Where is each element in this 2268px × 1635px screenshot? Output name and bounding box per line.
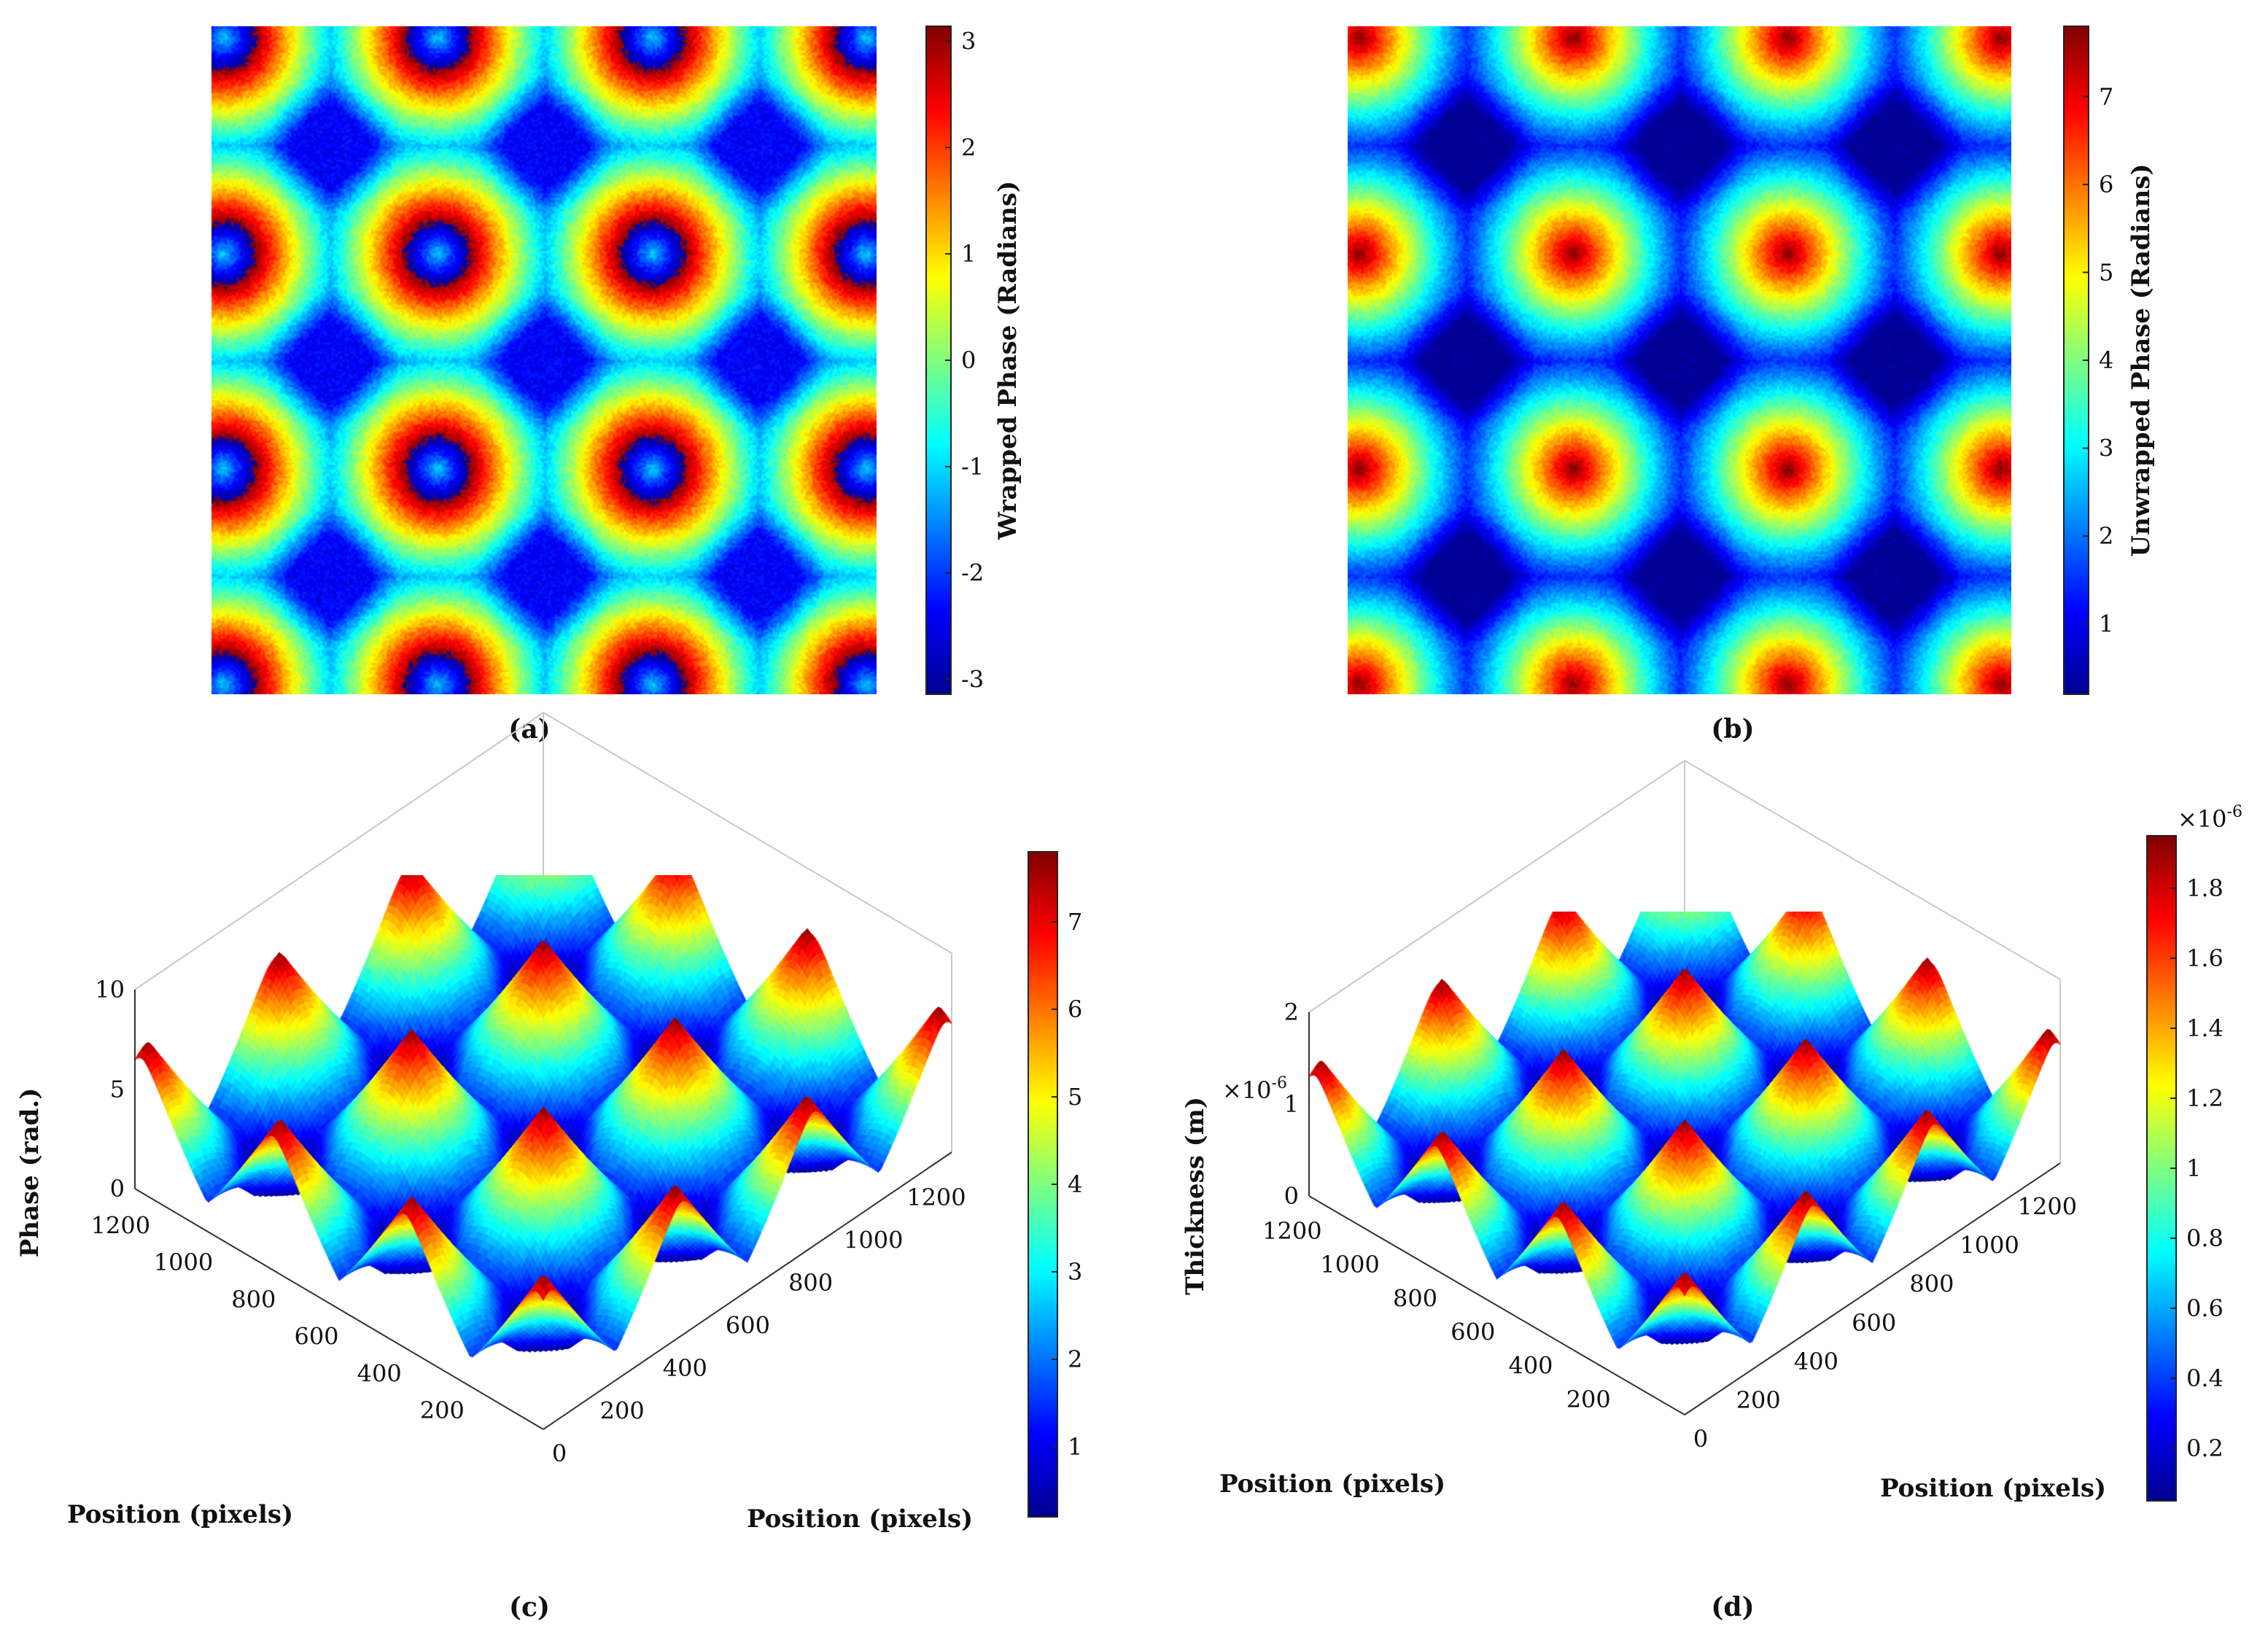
colorbar-a-tick-label: 2 — [961, 133, 976, 161]
surface-c-z-tick-label: 10 — [95, 976, 125, 1003]
colorbar-ticks-b: 7 6 5 4 3 2 1 — [2083, 82, 2113, 638]
zlabel-d: Thickness (m) — [1181, 1097, 1210, 1295]
colorbar-b-tick-label: 7 — [2099, 82, 2113, 110]
colorbar-label-b: Unwrapped Phase (Radians) — [2127, 163, 2156, 556]
surface-c-y-tick-label: 1000 — [154, 1248, 213, 1276]
surface-d-x-tick-label: 1200 — [2018, 1193, 2077, 1221]
colorbar-a-tick-label: 0 — [961, 346, 976, 374]
surface-c-x-tick-label: 0 — [552, 1440, 567, 1467]
axis-ticks-c: 0200400600800100012002004006008001000120… — [91, 976, 966, 1467]
colorbar-b-tick-label: 4 — [2099, 346, 2113, 374]
surface-d-y-axis-line — [1308, 1195, 1685, 1415]
panel-b: 7 6 5 4 3 2 1 Unwrapped Phase (Radians) (b) — [1348, 26, 2156, 745]
colorbar-b-tick-label: 2 — [2099, 522, 2113, 550]
surface-c-y-tick-label: 600 — [294, 1323, 338, 1351]
surface-d-x-tick-label: 1000 — [1960, 1232, 2019, 1259]
surface-d-x-tick-label: 600 — [1852, 1309, 1896, 1337]
surface-c-x-tick-label: 400 — [663, 1354, 707, 1382]
colorbar-d-tick-label: 1.8 — [2186, 874, 2224, 902]
surface-d — [1305, 912, 2064, 1437]
colorbar-d-tick-label: 0.6 — [2186, 1294, 2224, 1322]
colorbar-a-tick-label: -2 — [961, 559, 984, 587]
colorbar-d-tick-label: 1.4 — [2186, 1014, 2224, 1042]
colorbar-a-tick-label: -3 — [961, 666, 984, 694]
colorbar-label-a: Wrapped Phase (Radians) — [993, 181, 1022, 540]
surface-c-x-tick-label: 200 — [600, 1397, 645, 1425]
colorbar-d-tick-label: 1 — [2186, 1154, 2201, 1182]
surface-d-y-tick-label: 1000 — [1320, 1251, 1379, 1278]
surface-c-x-tick-label: 1200 — [906, 1184, 966, 1211]
zlabel-c: Phase (rad.) — [15, 1088, 44, 1258]
surface-c — [131, 875, 955, 1459]
colorbar-c-tick-label: 1 — [1068, 1433, 1082, 1461]
colorbar-c-tick-label: 4 — [1068, 1170, 1082, 1198]
surface-d-y-tick-label: 200 — [1566, 1386, 1611, 1413]
surface-c-y-tick-label: 200 — [420, 1397, 465, 1424]
ylabel-d: Position (pixels) — [1219, 1469, 1445, 1499]
axis-ticks-d: 0200400600800100012002004006008001000120… — [1262, 998, 2077, 1453]
surface-c-x-tick-label: 800 — [788, 1269, 833, 1297]
colorbar-d-tick-label: 1.6 — [2186, 944, 2224, 972]
colorbar-c-tick-label: 2 — [1068, 1345, 1082, 1373]
caption-d: (d) — [1711, 1592, 1754, 1623]
surface-c-y-tick-label: 800 — [231, 1286, 276, 1313]
colorbar-c-tick-label: 5 — [1068, 1083, 1082, 1111]
surface-d-y-tick-label: 600 — [1450, 1319, 1495, 1346]
colorbar-b-tick-label: 1 — [2099, 610, 2113, 638]
surface-d-y-tick-label: 400 — [1508, 1352, 1553, 1380]
xlabel-c: Position (pixels) — [747, 1504, 973, 1534]
colorbar-a-tick-label: 1 — [961, 240, 976, 268]
colorbar-ticks-d: 1.8 1.6 1.4 1.2 1 0.8 0.6 0.4 0.2 — [2170, 874, 2224, 1462]
surface-c-y-tick-label: 1200 — [91, 1211, 150, 1239]
surface-c-z-tick-label: 0 — [110, 1175, 125, 1203]
surface-d-y-tick-label: 800 — [1393, 1284, 1437, 1312]
surface-c-x-tick-label: 600 — [726, 1312, 770, 1340]
caption-a: (a) — [508, 714, 550, 745]
colorbar-d-tick-label: 0.8 — [2186, 1224, 2224, 1252]
surface-c-z-tick-label: 5 — [110, 1076, 125, 1103]
colorbar-a-tick-label: 3 — [961, 27, 976, 55]
surface-d-z-tick-label: 2 — [1284, 998, 1299, 1026]
ylabel-c: Position (pixels) — [67, 1500, 293, 1529]
surface-c-x-axis-line — [543, 1152, 952, 1430]
surface-c-y-axis-line — [134, 1188, 544, 1430]
surface-d-x-tick-label: 0 — [1693, 1425, 1708, 1453]
colorbar-ticks-a: 3 2 1 0 -1 -2 -3 — [945, 27, 984, 694]
panel-d: 0200400600800100012002004006008001000120… — [1181, 760, 2242, 1623]
xlabel-d: Position (pixels) — [1880, 1474, 2106, 1503]
panel-c: 0200400600800100012002004006008001000120… — [15, 712, 1082, 1623]
colorbar-a-tick-label: -1 — [961, 453, 984, 481]
colorbar-d-tick-label: 0.4 — [2186, 1364, 2224, 1392]
colorbar-exponent-d: ×10-6 — [2178, 803, 2242, 833]
heatmap-b — [1348, 26, 2011, 694]
surface-d-z-tick-label: 0 — [1284, 1182, 1299, 1210]
heatmap-a — [211, 26, 877, 694]
z-exponent-d: ×10-6 — [1222, 1074, 1287, 1104]
surface-c-x-tick-label: 1000 — [844, 1227, 903, 1254]
surface-d-x-tick-label: 800 — [1909, 1270, 1954, 1298]
colorbar-b-tick-label: 5 — [2099, 258, 2113, 286]
colorbar-d-tick-label: 0.2 — [2186, 1434, 2224, 1462]
surface-c-y-tick-label: 400 — [357, 1359, 402, 1387]
surface-d-x-tick-label: 400 — [1794, 1348, 1838, 1375]
colorbar-d-tick-label: 1.2 — [2186, 1084, 2224, 1112]
caption-b: (b) — [1711, 714, 1754, 745]
colorbar-b-tick-label: 6 — [2099, 171, 2113, 198]
surface-d-z-tick-label: 1 — [1284, 1090, 1299, 1118]
colorbar-c-tick-label: 3 — [1068, 1258, 1082, 1286]
colorbar-ticks-c: 7 6 5 4 3 2 1 — [1052, 908, 1082, 1461]
colorbar-b-tick-label: 3 — [2099, 435, 2113, 462]
caption-c: (c) — [509, 1592, 550, 1623]
surface-d-y-tick-label: 1200 — [1262, 1217, 1321, 1245]
colorbar-c-tick-label: 6 — [1068, 995, 1082, 1023]
surface-d-x-axis-line — [1684, 1162, 2061, 1415]
surface-d-x-tick-label: 200 — [1736, 1386, 1781, 1414]
panel-a: 3 2 1 0 -1 -2 -3 Wrapped Phase (Radians) (a) — [211, 26, 1022, 745]
colorbar-c-tick-label: 7 — [1068, 908, 1082, 936]
